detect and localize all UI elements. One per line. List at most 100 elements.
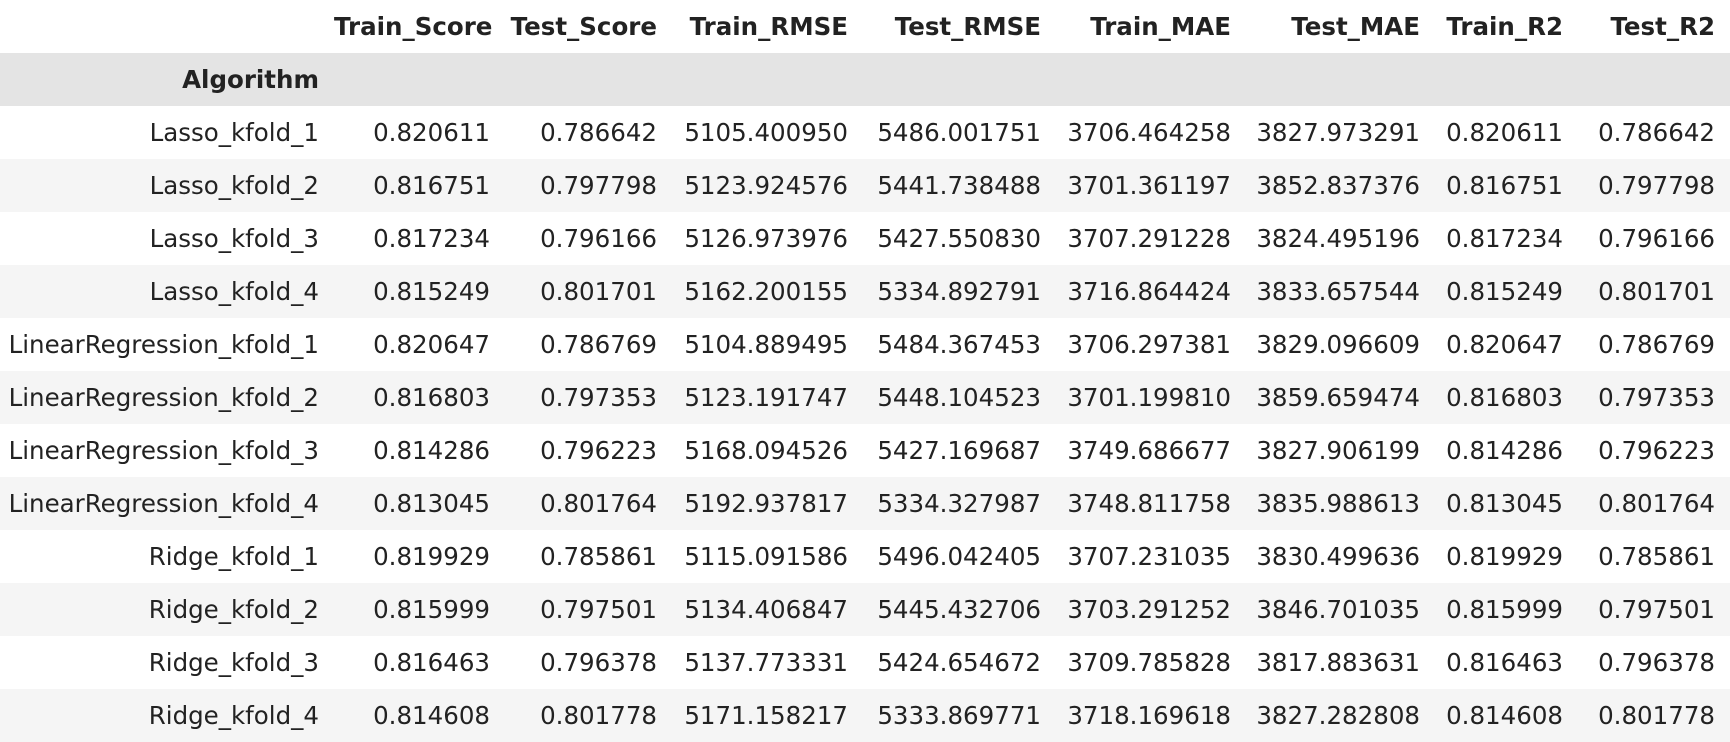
table-cell: 3852.837376 [1246,159,1435,212]
table-cell: 3830.499636 [1246,530,1435,583]
row-index-cell: LinearRegression_kfold_3 [0,424,334,477]
table-cell: 5441.738488 [863,159,1056,212]
table-cell: 3718.169618 [1056,689,1246,742]
table-cell: 0.801778 [1578,689,1730,742]
table-row: LinearRegression_kfold_4 0.813045 0.801764… [0,477,1730,530]
table-cell: 3827.282808 [1246,689,1435,742]
table-cell: 3846.701035 [1246,583,1435,636]
table-cell: 0.801701 [1578,265,1730,318]
table-cell: 0.815249 [1435,265,1578,318]
table-cell: 0.796166 [505,212,672,265]
table-cell: 5427.550830 [863,212,1056,265]
table-cell: 3827.906199 [1246,424,1435,477]
table-cell: 0.801701 [505,265,672,318]
table-row: LinearRegression_kfold_1 0.820647 0.786769… [0,318,1730,371]
table-cell: 3748.811758 [1056,477,1246,530]
table-header: Train_Score Test_Score Train_RMSE Test_R… [0,0,1730,106]
table-cell: 0.817234 [334,212,505,265]
table-row: Ridge_kfold_2 0.815999 0.797501 5134.406847… [0,583,1730,636]
column-header: Train_R2 [1435,0,1578,53]
column-header: Test_R2 [1578,0,1730,53]
table-cell: 5104.889495 [672,318,863,371]
row-index-cell: Ridge_kfold_4 [0,689,334,742]
table-cell: 0.801764 [505,477,672,530]
table-cell: 0.786769 [505,318,672,371]
column-header: Test_RMSE [863,0,1056,53]
table-cell: 5334.327987 [863,477,1056,530]
row-index-cell: Lasso_kfold_2 [0,159,334,212]
row-index-cell: LinearRegression_kfold_1 [0,318,334,371]
table-cell: 3817.883631 [1246,636,1435,689]
row-index-cell: Lasso_kfold_3 [0,212,334,265]
table-cell: 0.816803 [334,371,505,424]
table-cell: 0.817234 [1435,212,1578,265]
column-header: Test_MAE [1246,0,1435,53]
table-cell: 5445.432706 [863,583,1056,636]
table-cell: 0.816751 [1435,159,1578,212]
table-row: Ridge_kfold_4 0.814608 0.801778 5171.158217… [0,689,1730,742]
row-index-cell: Ridge_kfold_1 [0,530,334,583]
table-cell: 5496.042405 [863,530,1056,583]
table-cell: 3749.686677 [1056,424,1246,477]
table-cell: 3709.785828 [1056,636,1246,689]
table-cell: 3701.361197 [1056,159,1246,212]
table-cell: 3824.495196 [1246,212,1435,265]
blank-header-cell [0,0,334,53]
table-cell: 0.786642 [505,106,672,159]
table-cell: 0.816751 [334,159,505,212]
table-cell: 0.796378 [1578,636,1730,689]
table-cell: 0.797353 [1578,371,1730,424]
table-row: LinearRegression_kfold_2 0.816803 0.797353… [0,371,1730,424]
table-cell: 5192.937817 [672,477,863,530]
table-cell: 5171.158217 [672,689,863,742]
table-cell: 5424.654672 [863,636,1056,689]
table-row: Ridge_kfold_3 0.816463 0.796378 5137.773331… [0,636,1730,689]
table-row: Lasso_kfold_2 0.816751 0.797798 5123.924576… [0,159,1730,212]
table-cell: 0.796166 [1578,212,1730,265]
table-cell: 0.819929 [1435,530,1578,583]
table-cell: 3835.988613 [1246,477,1435,530]
table-row: Lasso_kfold_4 0.815249 0.801701 5162.200155… [0,265,1730,318]
table-cell: 0.814286 [334,424,505,477]
table-cell: 0.814608 [334,689,505,742]
table-cell: 0.801778 [505,689,672,742]
table-cell: 3706.297381 [1056,318,1246,371]
table-cell: 5168.094526 [672,424,863,477]
table-cell: 5333.869771 [863,689,1056,742]
table-cell: 0.814286 [1435,424,1578,477]
table-cell: 3859.659474 [1246,371,1435,424]
table-cell: 0.801764 [1578,477,1730,530]
table-cell: 5123.924576 [672,159,863,212]
table-cell: 0.785861 [505,530,672,583]
table-cell: 0.816803 [1435,371,1578,424]
table-row: Ridge_kfold_1 0.819929 0.785861 5115.091586… [0,530,1730,583]
table-row: Lasso_kfold_3 0.817234 0.796166 5126.973976… [0,212,1730,265]
table-cell: 5115.091586 [672,530,863,583]
table-cell: 0.819929 [334,530,505,583]
row-index-cell: Ridge_kfold_2 [0,583,334,636]
table-cell: 5137.773331 [672,636,863,689]
table-cell: 5123.191747 [672,371,863,424]
table-cell: 3829.096609 [1246,318,1435,371]
table-cell: 3703.291252 [1056,583,1246,636]
column-header: Train_MAE [1056,0,1246,53]
table-cell: 5484.367453 [863,318,1056,371]
index-name-header: Algorithm [0,53,334,106]
row-index-cell: Lasso_kfold_4 [0,265,334,318]
table-body: Lasso_kfold_1 0.820611 0.786642 5105.400950… [0,106,1730,742]
table-cell: 0.815999 [1435,583,1578,636]
table-cell: 5105.400950 [672,106,863,159]
table-cell: 5427.169687 [863,424,1056,477]
table-cell: 3707.291228 [1056,212,1246,265]
table-cell: 0.786642 [1578,106,1730,159]
index-name-row: Algorithm [0,53,1730,106]
table-row: LinearRegression_kfold_3 0.814286 0.796223… [0,424,1730,477]
table-cell: 0.815249 [334,265,505,318]
table-cell: 0.796223 [505,424,672,477]
table-cell: 3707.231035 [1056,530,1246,583]
table-cell: 0.820611 [334,106,505,159]
table-cell: 0.785861 [1578,530,1730,583]
table-cell: 0.797353 [505,371,672,424]
table-cell: 3827.973291 [1246,106,1435,159]
